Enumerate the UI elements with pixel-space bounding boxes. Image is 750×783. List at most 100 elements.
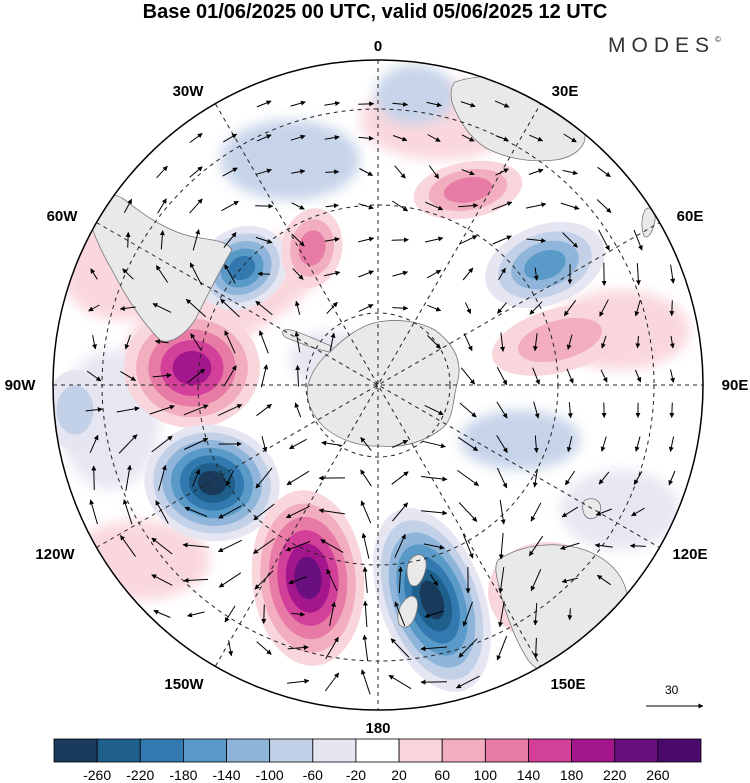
- wind-vector: [601, 335, 607, 349]
- wind-vector: [594, 542, 613, 548]
- wind-vector: [427, 134, 441, 142]
- wind-vector: [187, 611, 205, 618]
- wind-vector: [184, 506, 208, 517]
- wind-vector: [324, 672, 340, 692]
- wind-vector: [125, 231, 131, 248]
- wind-vector: [600, 369, 608, 383]
- lon-label-90w: 90W: [5, 377, 37, 394]
- wind-vector: [358, 135, 374, 141]
- wind-vector: [183, 404, 209, 416]
- wind-vector: [192, 469, 201, 487]
- wind-vector: [224, 605, 236, 623]
- wind-vector: [183, 438, 209, 450]
- wind-vector: [491, 201, 513, 211]
- wind-vector: [634, 436, 641, 452]
- wind-vector: [495, 135, 509, 142]
- weak-neg-patch: [460, 410, 580, 470]
- wind-vector: [91, 465, 97, 491]
- wind-vector: [496, 401, 508, 419]
- wind-vector: [388, 674, 412, 690]
- wind-vector: [326, 301, 338, 315]
- wind-vector: [294, 300, 301, 315]
- wind-vector: [633, 229, 643, 251]
- wind-vector: [424, 236, 444, 243]
- anomaly-weddell-high: [281, 208, 343, 288]
- wind-vector: [422, 440, 446, 449]
- wind-vector: [294, 331, 301, 353]
- wind-vector: [563, 133, 577, 143]
- wind-vector: [529, 134, 544, 142]
- wind-vector: [460, 367, 476, 385]
- colorbar-tick-label: -20: [346, 767, 366, 783]
- lon-label-0: 0: [374, 38, 382, 55]
- wind-vector: [89, 434, 99, 454]
- wind-vector: [533, 435, 539, 453]
- wind-vector: [427, 335, 441, 349]
- wind-vector: [220, 298, 240, 318]
- colorbar-box: [182, 738, 227, 763]
- wind-vector: [285, 540, 311, 552]
- wind-vector: [125, 464, 132, 491]
- wind-vector: [530, 568, 542, 592]
- wind-vector: [326, 568, 338, 592]
- wind-vector: [257, 271, 271, 277]
- wind-vector: [461, 134, 475, 142]
- wind-vector: [597, 166, 611, 178]
- wind-vector: [156, 165, 168, 179]
- wind-vector: [525, 202, 547, 209]
- colorbar-ticks: -260 -220 -180 -140 -100 -60 -20 20 60 100 140 180 2…: [83, 767, 670, 783]
- wind-vector: [255, 467, 273, 489]
- wind-vector: [325, 636, 339, 659]
- weak-neg-patch: [560, 470, 680, 550]
- wind-vector: [498, 532, 504, 560]
- wind-vector: [329, 332, 336, 352]
- wind-vector: [394, 165, 406, 179]
- wind-vector: [261, 436, 268, 453]
- wind-vector: [256, 134, 272, 142]
- wind-vector: [424, 404, 444, 416]
- wind-vector: [90, 268, 98, 280]
- wind-vector: [285, 505, 310, 519]
- wind-vector: [629, 543, 646, 549]
- wind-vector: [86, 370, 102, 382]
- wind-vector: [563, 300, 577, 317]
- polar-map: 0 30E 60E 90E 120E 150E 180 150W 120W 90…: [5, 38, 749, 735]
- wind-vector: [458, 502, 478, 522]
- wind-vector: [189, 198, 203, 214]
- wind-vector: [324, 237, 340, 242]
- weak-neg-patch: [220, 120, 360, 200]
- wind-vector: [288, 576, 308, 585]
- anomaly-contour: [419, 580, 445, 620]
- wind-vector: [530, 502, 542, 522]
- wind-vector: [460, 101, 476, 108]
- lon-label-120w: 120W: [35, 546, 75, 563]
- wind-vector: [392, 200, 409, 212]
- wind-vector: [295, 364, 301, 387]
- wind-vector: [182, 542, 209, 548]
- wind-vector: [260, 364, 269, 388]
- wind-vector: [428, 165, 440, 179]
- colorbar-box: [53, 738, 98, 763]
- colorbar-tick-label: -260: [83, 767, 111, 783]
- wind-vector: [318, 508, 345, 515]
- wind-vector: [189, 132, 203, 144]
- chart-title: Base 01/06/2025 00 UTC, valid 05/06/2025…: [142, 1, 608, 23]
- lon-label-150w: 150W: [164, 676, 204, 693]
- wind-vector: [226, 470, 234, 487]
- wind-vector: [360, 669, 371, 695]
- wind-vector: [420, 646, 448, 652]
- wind-vector: [323, 270, 341, 277]
- wind-vector: [532, 367, 540, 385]
- wind-vector: [159, 230, 165, 250]
- colorbar: -260 -220 -180 -140 -100 -60 -20 20 60 100 140 180 2…: [53, 738, 702, 783]
- wind-vector: [294, 402, 302, 418]
- wind-vector: [360, 500, 372, 524]
- wind-vector: [192, 229, 201, 251]
- wind-vector: [291, 233, 305, 247]
- colorbar-tick-label: -60: [303, 767, 323, 783]
- lon-label-30e: 30E: [552, 83, 579, 100]
- wind-vector: [635, 263, 641, 286]
- colorbar-tick-label: -220: [126, 767, 154, 783]
- wind-vector: [261, 604, 267, 624]
- wind-vector: [458, 638, 478, 658]
